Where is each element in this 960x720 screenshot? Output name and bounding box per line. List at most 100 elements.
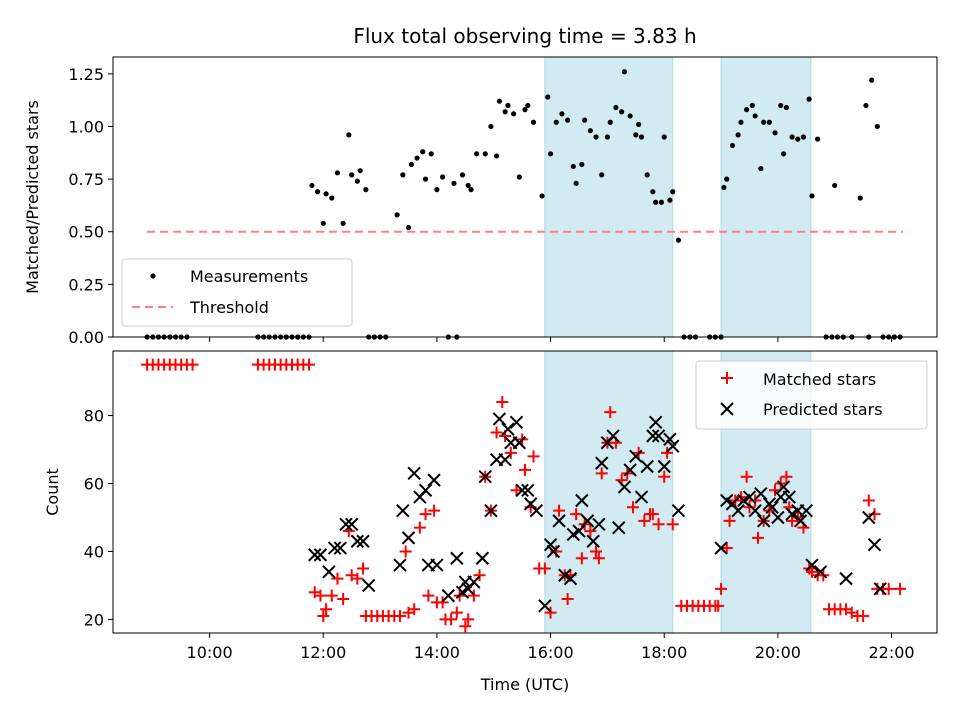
predicted-star-point <box>862 510 876 525</box>
matched-star-point <box>428 504 441 517</box>
measurement-point <box>559 111 565 117</box>
measurement-point <box>735 132 741 138</box>
matched-star-point <box>317 610 330 623</box>
measurement-point <box>638 134 645 140</box>
predicted-star-point <box>327 541 342 555</box>
measurement-point <box>800 134 807 140</box>
predicted-star-point <box>742 490 757 504</box>
bottom-legend-frame <box>695 360 928 430</box>
y-tick-label: 60 <box>84 475 104 494</box>
measurement-point <box>789 134 795 140</box>
measurement-point <box>619 109 625 115</box>
matched-star-point <box>527 450 540 463</box>
measurement-point <box>314 189 321 195</box>
measurement-point <box>465 182 471 189</box>
predicted-star-point <box>515 483 529 498</box>
measurement-point <box>547 151 554 157</box>
predicted-star-point <box>666 439 680 453</box>
measurement-point <box>582 117 588 123</box>
matched-star-point <box>658 470 671 483</box>
predicted-star-point <box>308 548 322 562</box>
measurement-point <box>621 69 628 75</box>
matched-star-point <box>445 613 458 626</box>
matched-star-point <box>351 572 364 585</box>
legend-measurements-label: Measurements <box>190 267 308 286</box>
measurement-point <box>738 119 744 125</box>
matched-star-point <box>337 593 350 606</box>
predicted-star-point <box>839 571 853 586</box>
predicted-star-point <box>771 510 785 525</box>
measurement-point <box>724 176 730 182</box>
matched-star-point <box>652 518 665 531</box>
measurement-point <box>806 96 812 102</box>
predicted-star-point <box>484 503 498 518</box>
matched-star-point <box>467 589 480 602</box>
predicted-star-point <box>498 453 512 467</box>
y-tick-label: 1.00 <box>68 117 104 136</box>
measurement-point <box>780 151 787 157</box>
matched-star-point <box>325 589 338 602</box>
measurement-point <box>354 178 360 184</box>
measurement-point <box>309 182 315 189</box>
chart-title: Flux total observing time = 3.83 h <box>353 24 696 48</box>
measurement-point <box>420 149 426 155</box>
predicted-star-point <box>356 534 370 548</box>
bottom-axis-ticks: 20 40 60 80 10:00 12:00 14:00 16:00 18:00 20:00 22… <box>84 407 915 662</box>
matched-star-point <box>882 582 895 595</box>
predicted-star-point <box>521 483 535 498</box>
shaded-interval <box>544 350 674 634</box>
predicted-star-point <box>509 415 524 430</box>
predicted-star-point <box>563 571 578 586</box>
top-legend: Measurements Threshold <box>121 258 353 327</box>
predicted-star-point <box>663 432 677 447</box>
measurement-point <box>772 130 778 136</box>
measurement-point <box>579 161 585 167</box>
measurement-point <box>658 199 664 205</box>
measurement-point <box>661 134 667 140</box>
measurement-point <box>627 113 633 119</box>
matched-star-point <box>666 518 679 531</box>
shaded-interval <box>544 56 674 338</box>
predicted-star-point <box>546 544 561 559</box>
measurement-point <box>511 111 517 117</box>
predicted-star-point <box>396 503 410 518</box>
predicted-star-point <box>407 466 421 481</box>
matched-star-point <box>186 358 199 371</box>
bottom-legend: Matched stars Predicted stars <box>695 360 928 430</box>
top-axes-frame <box>112 56 938 338</box>
legend-matched-label: Matched stars <box>763 370 876 389</box>
legend-matched-marker <box>721 372 733 384</box>
matched-star-point <box>638 514 651 527</box>
predicted-star-point <box>623 463 637 477</box>
measurement-point <box>329 195 335 201</box>
measurement-point <box>363 187 369 193</box>
x-axis-label: Time (UTC) <box>480 675 569 694</box>
measurement-point <box>493 153 500 159</box>
measurement-point <box>761 119 767 125</box>
predicted-star-point <box>748 503 762 518</box>
measurement-point <box>346 132 352 138</box>
matched-star-point <box>519 463 531 476</box>
measurement-point <box>565 117 571 123</box>
matched-star-point <box>504 446 517 459</box>
measurement-point <box>729 142 736 149</box>
measurement-point <box>522 107 528 113</box>
measurement-point <box>749 102 755 109</box>
bottom-y-axis-label: Count <box>43 468 62 516</box>
measurement-point <box>721 184 727 191</box>
measurement-point <box>539 193 545 199</box>
x-tick-label: 16:00 <box>528 643 574 662</box>
predicted-star-point <box>350 534 365 548</box>
legend-predicted-label: Predicted stars <box>763 400 883 419</box>
measurement-point <box>474 151 480 157</box>
predicted-star-point <box>782 490 796 504</box>
predicted-star-point <box>401 531 416 545</box>
predicted-star-point <box>478 470 492 484</box>
measurement-point <box>422 176 429 182</box>
matched-star-point <box>584 525 597 538</box>
matched-star-point <box>575 552 588 565</box>
predicted-star-point <box>813 565 828 579</box>
measurement-point <box>323 191 329 197</box>
y-tick-label: 0.00 <box>68 328 104 347</box>
legend-predicted-marker <box>720 402 734 416</box>
